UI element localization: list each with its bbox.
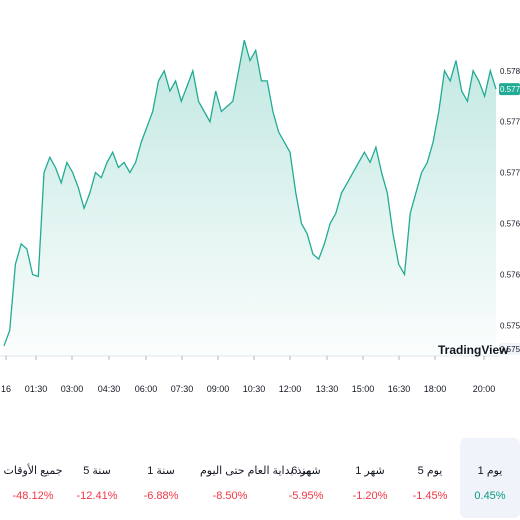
period-label: 1 شهر — [355, 465, 385, 477]
period-label: 5 سنة — [83, 465, 111, 477]
period-label: منذ بداية العام حتى اليوم — [200, 465, 312, 477]
tradingview-logo[interactable]: TradingView — [438, 343, 509, 357]
chart-svg: 16 01:30 03:00 04:30 06:00 07:30 09:00 10:30 12:… — [0, 40, 520, 394]
x-tick-label: 12:00 — [279, 384, 302, 394]
y-tick-label: 0.57550 — [500, 321, 520, 330]
y-tick-label: 0.57700 — [500, 169, 520, 178]
period-change: -6.88% — [143, 490, 179, 502]
y-tick-label: 0.57800 — [500, 67, 520, 76]
x-tick-label: 13:30 — [316, 384, 339, 394]
period-performance: 1 يوم 0.45% 5 يوم -1.45% 1 شهر -1.20% 6 شهر -5.… — [0, 436, 520, 520]
x-tick-label: 07:30 — [171, 384, 194, 394]
x-tick-label: 04:30 — [98, 384, 121, 394]
x-tick-label: 20:00 — [473, 384, 496, 394]
period-tab[interactable]: 1 يوم 0.45% — [460, 438, 520, 518]
period-change: -48.12% — [12, 490, 54, 502]
period-tab[interactable]: 1 سنة -6.88% — [131, 438, 191, 518]
period-tab[interactable]: جميع الأوقات -48.12% — [3, 438, 63, 518]
low-price-badge — [499, 342, 520, 355]
y-tick-label: 0.57750 — [500, 118, 520, 127]
series-line — [3, 40, 497, 347]
period-label: 1 يوم — [477, 465, 503, 477]
low-price-label: 0.57527 — [500, 345, 520, 354]
x-tick-label: 18:00 — [424, 384, 447, 394]
x-tick-label: 03:00 — [61, 384, 84, 394]
series-area — [4, 40, 496, 356]
period-tab[interactable]: 5 سنة -12.41% — [67, 438, 127, 518]
period-change: -12.41% — [76, 490, 118, 502]
x-tick-label: 10:30 — [243, 384, 266, 394]
x-tick-label: 06:00 — [135, 384, 158, 394]
period-label: 5 يوم — [417, 465, 443, 477]
period-change: -1.20% — [352, 490, 388, 502]
period-tab[interactable]: منذ بداية العام حتى اليوم -8.50% — [200, 438, 312, 518]
last-price-badge — [499, 83, 520, 96]
x-tick-label: 09:00 — [207, 384, 230, 394]
price-chart[interactable]: 16 01:30 03:00 04:30 06:00 07:30 09:00 10:30 12:… — [0, 0, 520, 400]
x-tick-label: 16 — [1, 384, 11, 394]
period-label: جميع الأوقات — [3, 465, 63, 477]
y-tick-label: 0.57600 — [500, 271, 520, 280]
period-change: -1.45% — [412, 490, 448, 502]
y-tick-label: 0.57650 — [500, 220, 520, 229]
x-tick-label: 15:00 — [352, 384, 375, 394]
period-tab[interactable]: 5 يوم -1.45% — [400, 438, 460, 518]
period-change: 0.45% — [474, 490, 506, 502]
tradingview-logo-text: TradingView — [438, 343, 509, 357]
x-tick-label: 01:30 — [25, 384, 48, 394]
period-tab[interactable]: 1 شهر -1.20% — [340, 438, 400, 518]
period-label: 6 شهر — [291, 465, 321, 477]
last-price-label: 0.57782 — [500, 85, 520, 94]
period-label: 1 سنة — [147, 465, 175, 477]
period-change: -8.50% — [212, 490, 248, 502]
period-tab[interactable]: 6 شهر -5.95% — [276, 438, 336, 518]
period-change: -5.95% — [288, 490, 324, 502]
x-tick-label: 16:30 — [388, 384, 411, 394]
